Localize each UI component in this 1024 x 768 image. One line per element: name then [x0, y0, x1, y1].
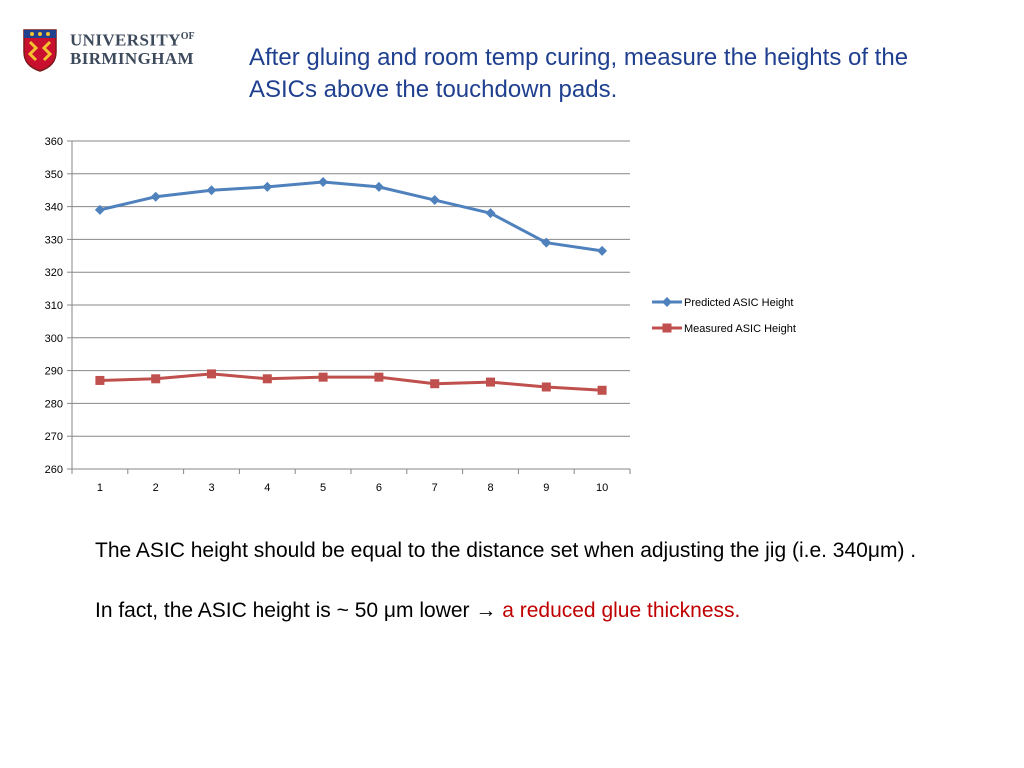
- data-point: [541, 382, 551, 392]
- data-point: [541, 237, 552, 248]
- data-point: [430, 379, 440, 389]
- y-tick-label: 280: [45, 398, 63, 410]
- legend-label: Measured ASIC Height: [684, 323, 796, 335]
- university-logo: UNIVERSITYOF BIRMINGHAM: [22, 26, 202, 74]
- legend-marker: [662, 297, 672, 307]
- asic-height-chart: 260 270 280 290 300 310 320 330 340 350 360 1 2 3 4 5 6 7…: [45, 136, 796, 494]
- x-tick-label: 2: [153, 482, 159, 494]
- data-point: [207, 369, 216, 379]
- data-point: [151, 374, 161, 384]
- x-tick-label: 9: [543, 482, 549, 494]
- y-tick-label: 350: [45, 169, 63, 181]
- chart-gridlines: [72, 140, 630, 470]
- y-tick-label: 260: [45, 464, 63, 476]
- chart-series: [94, 177, 608, 395]
- data-point: [429, 195, 440, 206]
- data-point: [374, 372, 384, 382]
- data-point: [597, 385, 607, 395]
- chart-legend: Predicted ASIC Height Measured ASIC Heigh…: [652, 297, 796, 335]
- data-point: [95, 375, 105, 385]
- data-point: [94, 204, 105, 215]
- data-point: [486, 377, 495, 387]
- y-tick-label: 310: [45, 300, 63, 312]
- y-tick-label: 330: [45, 234, 63, 246]
- y-tick-label: 300: [45, 333, 63, 345]
- university-crest-icon: [23, 29, 57, 72]
- body-line-2-text: In fact, the ASIC height is ~ 50 μm lowe…: [95, 599, 503, 622]
- logo-line-2: BIRMINGHAM: [70, 48, 194, 68]
- data-point: [597, 245, 608, 256]
- x-tick-label: 1: [97, 482, 103, 494]
- data-point: [318, 372, 328, 382]
- logo-line-1: UNIVERSITY: [70, 30, 181, 50]
- university-name: UNIVERSITYOF BIRMINGHAM: [70, 28, 195, 68]
- chart-axes: 260 270 280 290 300 310 320 330 340 350 360 1 2 3 4 5 6 7…: [45, 136, 631, 494]
- x-tick-label: 6: [376, 482, 382, 494]
- slide-headline: After gluing and room temp curing, measu…: [249, 44, 909, 103]
- series-line: [99, 372, 603, 392]
- x-tick-label: 3: [208, 482, 214, 494]
- body-line-1: The ASIC height should be equal to the d…: [95, 539, 917, 562]
- data-point: [206, 185, 217, 196]
- data-point: [485, 208, 496, 219]
- y-tick-label: 340: [45, 202, 63, 214]
- slide-body: The ASIC height should be equal to the d…: [95, 536, 995, 626]
- x-tick-label: 5: [320, 482, 326, 494]
- x-tick-label: 10: [596, 482, 608, 494]
- data-point: [318, 177, 329, 187]
- y-tick-label: 290: [45, 366, 63, 378]
- x-tick-label: 7: [432, 482, 438, 494]
- y-tick-label: 320: [45, 267, 63, 279]
- series-line: [99, 180, 603, 253]
- data-point: [373, 181, 384, 192]
- x-tick-label: 8: [487, 482, 493, 494]
- data-point: [262, 374, 272, 384]
- legend-label: Predicted ASIC Height: [684, 297, 793, 309]
- data-point: [262, 181, 273, 192]
- body-line-2: In fact, the ASIC height is ~ 50 μm lowe…: [95, 596, 995, 626]
- y-tick-label: 360: [45, 136, 63, 148]
- data-point: [150, 191, 161, 202]
- logo-of: OF: [180, 31, 195, 42]
- body-line-2-highlight: a reduced glue thickness.: [502, 599, 741, 622]
- y-tick-label: 270: [45, 431, 63, 443]
- x-tick-label: 4: [264, 482, 270, 494]
- legend-marker: [662, 323, 672, 333]
